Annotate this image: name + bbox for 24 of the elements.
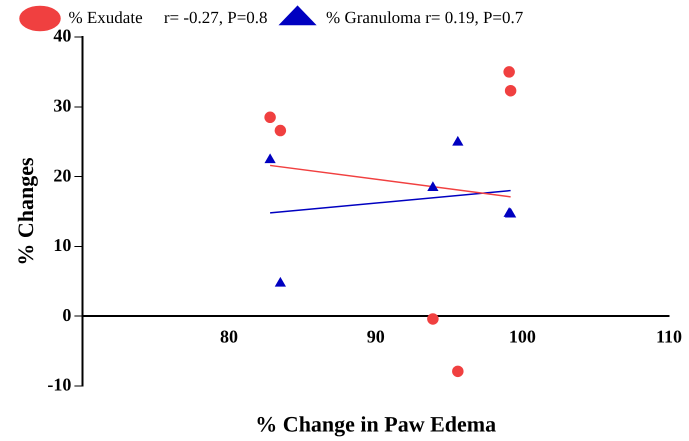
legend-label: % Granuloma r= 0.19, P=0.7 [326, 8, 524, 27]
point [503, 66, 515, 78]
point [427, 313, 439, 325]
legend-label: % Exudate r= -0.27, P=0.8 [68, 8, 268, 27]
point [265, 154, 276, 164]
y-tick-label: 10 [53, 235, 72, 256]
point [428, 182, 438, 192]
x-tick-label: 90 [366, 326, 385, 347]
y-tick-label: 0 [62, 304, 72, 325]
point [264, 112, 276, 124]
point [452, 366, 464, 378]
point [504, 84, 516, 96]
y-tick-label: 20 [53, 165, 72, 186]
point [452, 136, 463, 146]
x-axis-title: % Change in Paw Edema [255, 412, 496, 437]
point [275, 278, 286, 287]
point [274, 124, 286, 136]
x-tick-label: 100 [508, 326, 536, 347]
y-tick-label: 40 [53, 26, 72, 46]
x-tick-label: 110 [656, 326, 682, 347]
y-tick-label: 30 [53, 95, 72, 116]
y-tick-label: -10 [47, 374, 72, 395]
x-tick-label: 80 [220, 326, 238, 347]
y-axis-title: % Changes [12, 156, 38, 266]
